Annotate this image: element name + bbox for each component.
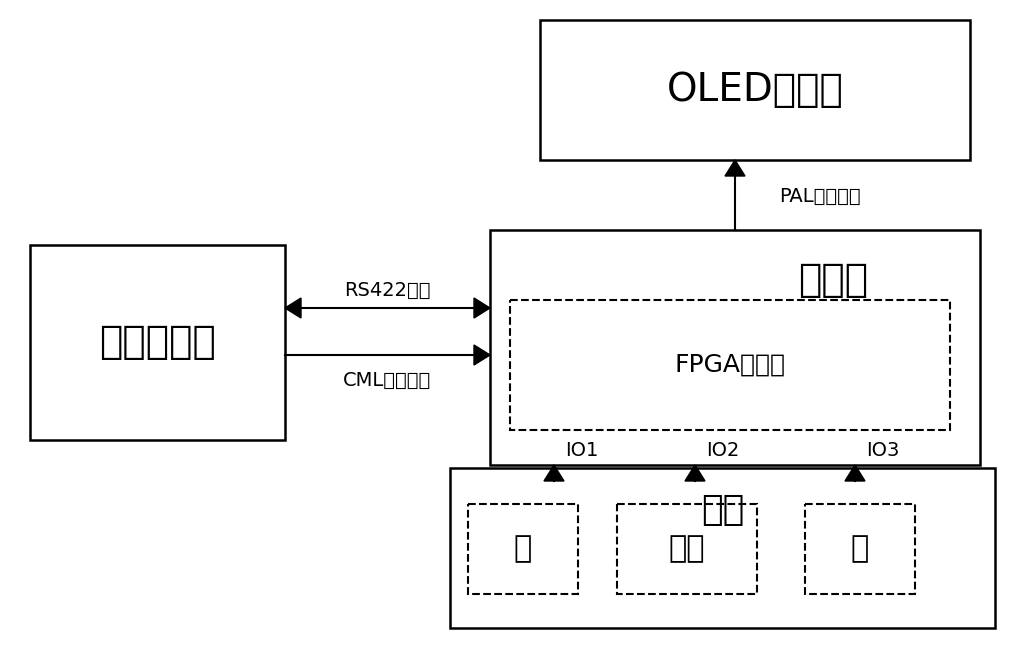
Text: 跟踪器: 跟踪器 — [798, 261, 868, 299]
Bar — [617, 504, 757, 594]
Bar — [490, 230, 980, 465]
Text: PAL视频信号: PAL视频信号 — [779, 187, 861, 205]
Text: IO2: IO2 — [707, 441, 740, 459]
Bar — [805, 504, 915, 594]
Polygon shape — [285, 298, 301, 318]
Polygon shape — [474, 345, 490, 365]
Polygon shape — [685, 465, 705, 481]
Text: IO1: IO1 — [565, 441, 598, 459]
Text: 确定: 确定 — [668, 535, 706, 564]
Text: 按错: 按错 — [700, 493, 744, 527]
Text: CML视频信号: CML视频信号 — [343, 371, 432, 389]
Bar — [540, 20, 970, 160]
Bar — [468, 504, 578, 594]
Polygon shape — [544, 465, 564, 481]
Text: FPGA处理器: FPGA处理器 — [675, 353, 786, 377]
Text: 右: 右 — [851, 535, 869, 564]
Polygon shape — [725, 160, 745, 176]
Text: RS422通信: RS422通信 — [344, 281, 431, 299]
Bar — [30, 245, 285, 440]
Bar — [510, 300, 950, 430]
Text: 左: 左 — [514, 535, 533, 564]
Text: 红外热像仳: 红外热像仳 — [99, 323, 216, 362]
Text: OLED显示器: OLED显示器 — [666, 71, 844, 109]
Bar — [450, 468, 995, 628]
Text: IO3: IO3 — [866, 441, 899, 459]
Polygon shape — [474, 298, 490, 318]
Polygon shape — [845, 465, 865, 481]
